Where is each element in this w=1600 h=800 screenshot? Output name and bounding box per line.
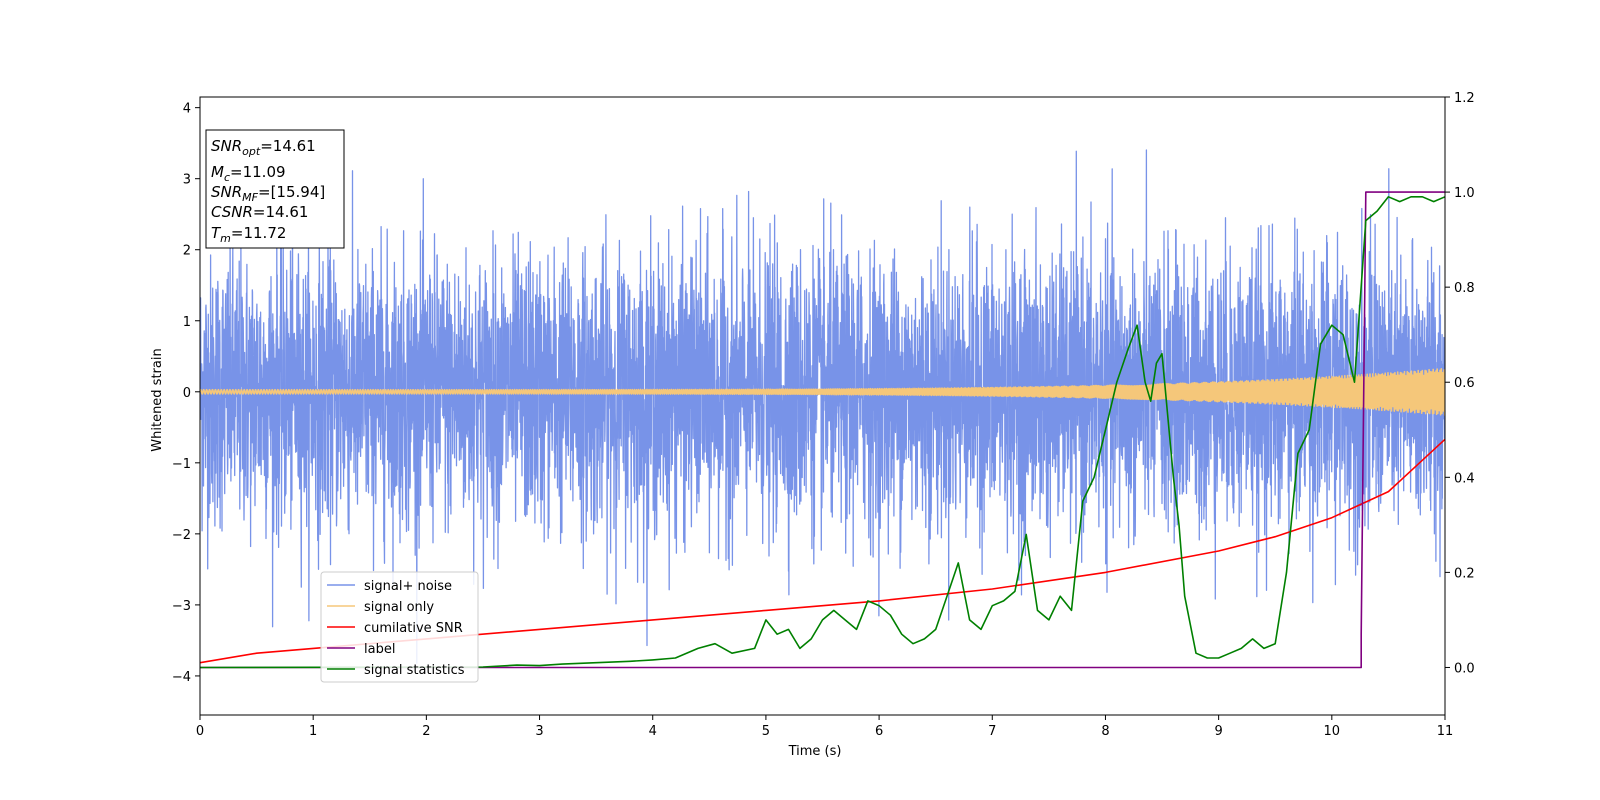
x-axis: 0 1 2 3 4 5 6 7 8 9 10 11: [196, 715, 1453, 739]
y-left-tick-label: 2: [183, 244, 191, 259]
y-axis-label: Whitened strain: [150, 348, 165, 451]
info-tm: Tm=11.72: [211, 224, 286, 245]
info-box: SNRopt=14.61 Mc=11.09 SNRMF=[15.94] CSNR…: [205, 129, 345, 249]
y-right-tick-label: 0.6: [1454, 376, 1475, 391]
x-tick-label: 0: [196, 724, 204, 739]
y-right-tick-label: 0.4: [1454, 471, 1475, 486]
y-left-tick-label: −3: [172, 599, 191, 614]
series-line-signal-only: [200, 368, 1445, 416]
series-line-label: [200, 191, 1445, 669]
y-left-tick-label: −2: [172, 528, 191, 543]
x-tick-label: 8: [1101, 724, 1109, 739]
y-left-tick-label: 0: [183, 386, 191, 401]
info-box-frame: [205, 129, 345, 249]
series-line-signal-noise: [200, 149, 1445, 664]
y-axis-left: −4 −3 −2 −1 0 1 2 3 4: [172, 102, 200, 685]
y-right-tick-label: 0.8: [1454, 281, 1475, 296]
y-left-tick-label: −1: [172, 457, 191, 472]
legend-label-cumulative-snr: cumilative SNR: [364, 621, 463, 636]
legend: signal+ noise signal only cumilative SNR…: [320, 571, 479, 683]
x-tick-label: 11: [1437, 724, 1454, 739]
legend-label-label: label: [364, 642, 395, 657]
x-tick-label: 7: [988, 724, 996, 739]
info-snr-opt: SNRopt=14.61: [211, 137, 316, 158]
legend-label-signal-statistics: signal statistics: [364, 663, 465, 678]
info-mc: Mc=11.09: [211, 163, 286, 184]
x-tick-label: 3: [535, 724, 543, 739]
y-left-tick-label: 3: [183, 173, 191, 188]
x-tick-label: 9: [1214, 724, 1222, 739]
info-snr-mf: SNRMF=[15.94]: [211, 183, 325, 204]
x-tick-label: 6: [875, 724, 883, 739]
y-left-tick-label: −4: [172, 670, 191, 685]
x-axis-label: Time (s): [788, 744, 842, 759]
x-tick-label: 2: [422, 724, 430, 739]
x-tick-label: 10: [1324, 724, 1341, 739]
series-line-signal-statistics: [200, 196, 1445, 669]
plot-frame: [199, 96, 1446, 716]
legend-label-signal-noise: signal+ noise: [364, 579, 452, 594]
y-left-tick-label: 4: [183, 102, 191, 117]
y-left-tick-label: 1: [183, 315, 191, 330]
info-csnr: CSNR=14.61: [211, 203, 308, 221]
y-right-tick-label: 1.2: [1454, 91, 1475, 106]
x-tick-label: 1: [309, 724, 317, 739]
y-right-tick-label: 0.2: [1454, 566, 1475, 581]
y-right-tick-label: 0.0: [1454, 661, 1475, 676]
y-axis-right: 0.0 0.2 0.4 0.6 0.8 1.0 1.2: [1445, 91, 1475, 676]
y-right-tick-label: 1.0: [1454, 186, 1475, 201]
x-tick-label: 5: [762, 724, 770, 739]
legend-label-signal-only: signal only: [364, 600, 434, 615]
x-tick-label: 4: [649, 724, 657, 739]
legend-frame: [320, 571, 479, 683]
